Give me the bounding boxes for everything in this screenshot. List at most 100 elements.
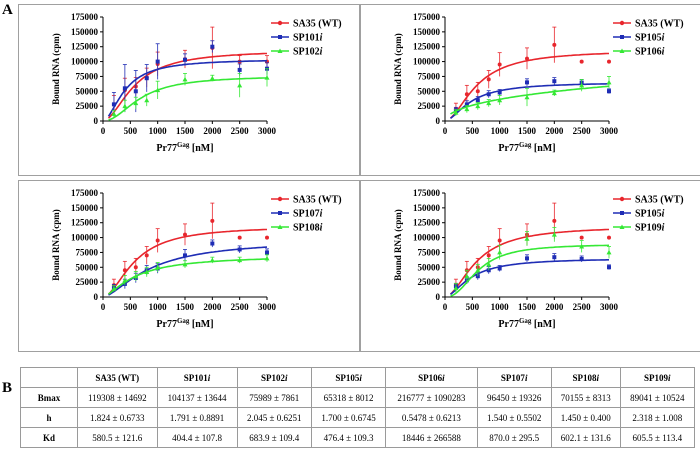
- chart-svg: 0250005000075000100000125000150000175000…: [51, 188, 342, 330]
- data-point: [475, 98, 480, 103]
- data-point: [182, 261, 188, 267]
- x-tick-label: 1000: [491, 126, 510, 136]
- data-point: [464, 92, 469, 97]
- y-tick-label: 0: [94, 292, 99, 302]
- chart-panel-3: 0 25000 50000 75000 100000 125000 150000 175000…: [18, 180, 360, 352]
- legend-label: SP106i: [635, 47, 665, 58]
- legend-label: SP102i: [293, 47, 323, 58]
- fit-curve: [108, 77, 268, 121]
- table-header-cell: SP101i: [156, 367, 238, 388]
- table-row: Kd 580.5 ± 121.6 404.4 ± 107.8 683.9 ± 1…: [20, 427, 696, 448]
- stats-table: SA35 (WT) SP101i SP102i SP105i SP106i SP…: [20, 367, 696, 448]
- table-row-label: h: [20, 407, 78, 428]
- legend-label: SP109i: [635, 223, 665, 234]
- x-tick-label: 2500: [231, 302, 250, 312]
- y-tick-label: 0: [94, 116, 99, 126]
- data-point: [237, 235, 242, 240]
- table-cell: 2.318 ± 1.008: [619, 407, 696, 428]
- data-point: [464, 273, 470, 279]
- table-cell: 119308 ± 14692: [77, 387, 158, 408]
- data-point: [237, 67, 242, 72]
- data-point: [144, 269, 150, 275]
- table-cell: 104137 ± 13644: [156, 387, 238, 408]
- data-point: [133, 100, 139, 106]
- data-point: [133, 89, 138, 94]
- x-tick-label: 1500: [518, 302, 537, 312]
- x-tick-label: 2500: [573, 126, 592, 136]
- table-cell: 2.045 ± 0.6251: [236, 407, 312, 428]
- data-point: [552, 218, 557, 223]
- data-point: [524, 94, 530, 100]
- table-cell: 1.450 ± 0.400: [550, 407, 621, 428]
- table-header-cell: SP107i: [476, 367, 552, 388]
- y-tick-label: 150000: [71, 27, 99, 37]
- table-cell: 216777 ± 1090283: [385, 387, 478, 408]
- y-tick-label: 150000: [413, 203, 441, 213]
- data-point: [475, 103, 481, 109]
- chart-svg: 0250005000075000100000125000150000175000…: [393, 12, 684, 154]
- x-tick-label: 3000: [600, 126, 619, 136]
- x-tick-label: 2000: [203, 126, 222, 136]
- data-point: [497, 266, 502, 271]
- x-axis-label: Pr77Gag [nM]: [156, 317, 213, 330]
- table-cell: 0.5478 ± 0.6213: [385, 407, 478, 428]
- y-tick-label: 50000: [418, 262, 441, 272]
- table-header-cell: SP105i: [310, 367, 387, 388]
- x-tick-label: 1500: [518, 126, 537, 136]
- data-point: [525, 256, 529, 261]
- legend-marker: [277, 224, 283, 229]
- table-cell: 65318 ± 8012: [310, 387, 387, 408]
- data-point: [155, 59, 160, 64]
- legend-label: SP108i: [293, 223, 323, 234]
- data-point: [579, 82, 585, 88]
- data-point: [111, 111, 117, 116]
- data-point: [497, 249, 503, 255]
- data-point: [264, 75, 270, 80]
- legend-label: SP101i: [293, 33, 323, 44]
- fit-curve: [107, 228, 267, 295]
- data-point: [497, 238, 502, 243]
- data-point: [475, 89, 480, 94]
- legend-label: SA35 (WT): [293, 19, 342, 30]
- data-point: [453, 110, 459, 115]
- y-tick-label: 25000: [418, 277, 441, 287]
- table-header-cell: SP106i: [385, 367, 478, 388]
- legend-marker: [620, 211, 624, 215]
- legend-marker: [620, 35, 624, 39]
- table-cell: 1.700 ± 0.6745: [310, 407, 387, 428]
- legend-label: SP105i: [635, 209, 665, 220]
- y-tick-label: 100000: [413, 57, 441, 67]
- table-cell: 602.1 ± 131.6: [550, 427, 621, 448]
- legend-marker: [278, 35, 282, 39]
- table-cell: 580.5 ± 121.6: [77, 427, 158, 448]
- chart-svg: 0250005000075000100000125000150000175000…: [393, 188, 684, 330]
- chart-panel-1: 0 25000 50000 75000 100000 125000 150000 175000…: [18, 4, 360, 176]
- table-cell: 70155 ± 8313: [550, 387, 621, 408]
- data-point: [552, 42, 557, 47]
- x-tick-label: 0: [101, 302, 106, 312]
- data-point: [524, 236, 530, 241]
- data-point: [551, 90, 557, 96]
- table-header-cell: SP109i: [619, 367, 696, 388]
- fit-curve: [107, 52, 267, 119]
- y-tick-label: 175000: [71, 188, 99, 198]
- data-point: [111, 286, 117, 291]
- data-point: [497, 97, 503, 103]
- y-tick-label: 125000: [71, 218, 99, 228]
- table-header-cell: SP108i: [550, 367, 621, 388]
- x-tick-label: 2000: [545, 126, 564, 136]
- data-point: [183, 57, 187, 62]
- y-tick-label: 75000: [76, 247, 99, 257]
- table-row: Bmax 119308 ± 14692 104137 ± 13644 75989…: [20, 387, 696, 408]
- table-cell: 18446 ± 266588: [385, 427, 478, 448]
- data-point: [453, 285, 459, 291]
- data-point: [122, 86, 127, 91]
- y-tick-label: 75000: [76, 71, 99, 81]
- y-tick-label: 50000: [418, 86, 441, 96]
- data-point: [144, 253, 149, 258]
- table-header-cell: [20, 367, 78, 388]
- legend-marker: [277, 48, 283, 53]
- data-point: [551, 232, 557, 237]
- data-point: [111, 102, 116, 107]
- table-header-row: SA35 (WT) SP101i SP102i SP105i SP106i SP…: [20, 367, 696, 388]
